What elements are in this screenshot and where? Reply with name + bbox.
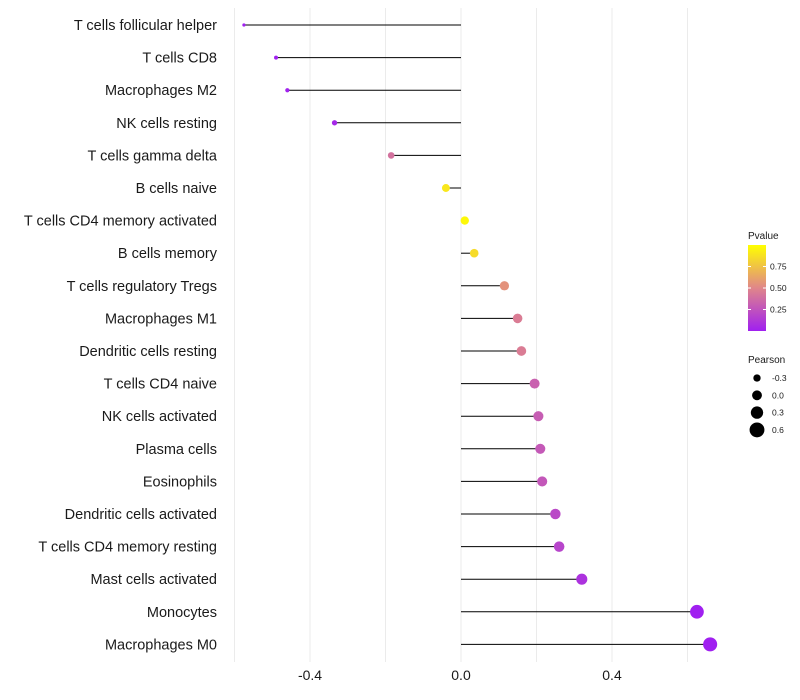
x-tick-label: -0.4 (298, 667, 322, 683)
pearson-legend-label: -0.3 (772, 373, 787, 383)
category-label: T cells CD4 memory resting (38, 540, 217, 556)
pearson-legend-dot (749, 422, 765, 438)
category-label: Dendritic cells activated (65, 507, 217, 523)
pvalue-colorbar (748, 245, 766, 331)
lollipop-point (533, 411, 544, 422)
category-label: Eosinophils (143, 474, 217, 490)
category-label: NK cells activated (102, 409, 217, 425)
pearson-legend-label: 0.6 (772, 425, 784, 435)
x-tick-label: 0.0 (451, 667, 471, 683)
category-label: B cells memory (118, 246, 218, 262)
pearson-legend: Pearson -0.3 0.0 0.3 0.6 (748, 355, 787, 438)
category-labels: T cells follicular helper T cells CD8 Macr… (24, 18, 218, 653)
lollipop-point (512, 313, 523, 324)
category-label: Mast cells activated (90, 572, 217, 588)
lollipop-point (285, 88, 290, 93)
category-label: Macrophages M1 (105, 311, 217, 327)
category-label: T cells CD4 memory activated (24, 214, 217, 230)
pearson-legend-dot (752, 390, 762, 401)
lollipop-point (535, 443, 546, 454)
lollipop-point (441, 184, 450, 192)
category-label: Macrophages M2 (105, 83, 217, 99)
lollipop-point (576, 573, 588, 585)
pearson-legend-label: 0.0 (772, 390, 784, 400)
pearson-legend-dot (750, 406, 764, 419)
lollipop-point (529, 378, 540, 389)
lollipop-point (274, 55, 279, 60)
pearson-legend-title: Pearson (748, 355, 785, 366)
category-label: T cells CD8 (142, 51, 217, 67)
lollipop-point (242, 23, 246, 27)
lollipop-point (460, 216, 469, 225)
lollipop-point (703, 637, 718, 652)
category-label: NK cells resting (116, 116, 217, 132)
lollipop-point (331, 120, 338, 126)
lollipop-point (553, 541, 565, 552)
pvalue-legend: Pvalue 0.25 0.50 0.75 (748, 231, 787, 331)
pearson-legend-dot (753, 374, 761, 382)
lollipop-point (537, 476, 548, 487)
lollipop-point (499, 281, 510, 291)
colorbar-tick-label: 0.25 (770, 305, 787, 315)
colorbar-tick-label: 0.50 (770, 283, 787, 293)
lollipop-point (690, 604, 704, 619)
pvalue-colorbar-ticks: 0.25 0.50 0.75 (748, 262, 787, 315)
lollipop-point (387, 152, 395, 159)
x-axis-ticks: -0.4 0.0 0.4 (298, 667, 622, 683)
category-label: Monocytes (147, 605, 217, 621)
lollipop-points (242, 23, 718, 652)
pvalue-legend-title: Pvalue (748, 231, 779, 242)
pearson-legend-label: 0.3 (772, 408, 784, 418)
colorbar-tick-label: 0.75 (770, 262, 787, 272)
lollipop-point (550, 508, 561, 520)
category-label: Dendritic cells resting (79, 344, 217, 360)
category-label: T cells CD4 naive (104, 377, 217, 393)
grid-lines (234, 8, 688, 662)
x-tick-label: 0.4 (602, 667, 622, 683)
category-label: T cells regulatory Tregs (67, 279, 217, 295)
category-label: Macrophages M0 (105, 637, 217, 653)
lollipop-segments (243, 24, 711, 645)
category-label: T cells gamma delta (88, 148, 218, 164)
lollipop-point (469, 248, 479, 258)
category-label: B cells naive (136, 181, 217, 197)
lollipop-point (516, 346, 527, 356)
category-label: T cells follicular helper (74, 18, 217, 34)
pearson-legend-keys: -0.3 0.0 0.3 0.6 (749, 373, 787, 438)
category-label: Plasma cells (136, 442, 217, 458)
